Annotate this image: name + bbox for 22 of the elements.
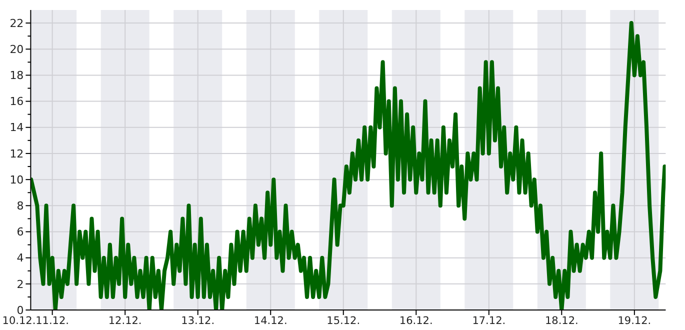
y-tick-label: 8 [16,200,24,212]
y-tick-label: 12 [10,147,24,160]
y-tick-label: 2 [16,278,24,291]
y-tick-label: 14 [10,121,24,134]
x-tick-label: 13.12. [181,315,215,327]
y-tick-label: 16 [10,95,24,108]
x-tick-label: 16.12. [399,315,433,327]
y-tick-label: 6 [16,226,24,239]
x-tick-label: 17.12. [472,315,506,327]
x-tick-label: 11.12. [36,315,70,327]
y-tick-label: 0 [16,304,24,317]
x-tick-label: 18.12. [544,315,578,327]
y-tick-label: 20 [10,42,24,56]
x-tick-label: 14.12. [254,315,288,327]
text: 10.12. [2,315,36,327]
x-tick-label: 12.12. [108,315,142,327]
y-tick-label: 4 [16,252,24,265]
y-tick-label: 18 [10,69,24,82]
x-tick-label: 19.12. [618,315,652,327]
x-tick-label: 15.12. [326,315,360,327]
y-tick-label: 10 [10,173,24,186]
y-tick-label: 22 [10,16,24,30]
